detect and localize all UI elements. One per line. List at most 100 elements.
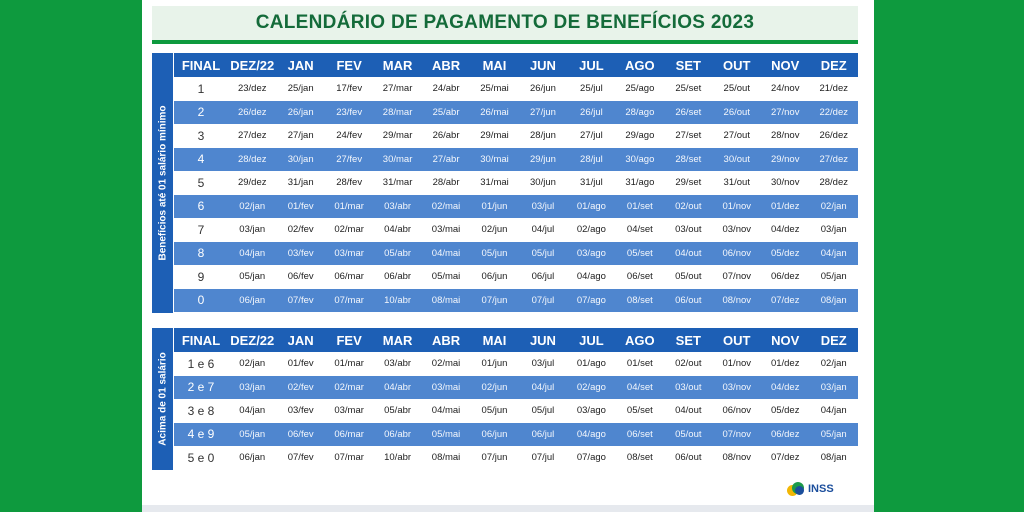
payment-date-cell: 04/abr <box>373 218 422 242</box>
payment-date-cell: 05/mai <box>421 265 471 289</box>
payment-date-cell: 28/mar <box>373 100 422 124</box>
payment-date-cell: 26/abr <box>421 124 471 148</box>
payment-date-cell: 04/out <box>664 241 713 265</box>
payment-date-cell: 03/jan <box>809 375 858 399</box>
payment-date-cell: 02/mai <box>421 352 471 376</box>
payment-date-cell: 04/dez <box>760 375 810 399</box>
payment-date-cell: 27/out <box>712 124 761 148</box>
column-header-month: MAR <box>373 53 422 77</box>
payment-date-cell: 06/set <box>615 265 665 289</box>
payment-date-cell: 06/jul <box>518 265 568 289</box>
payment-date-cell: 05/jun <box>470 241 519 265</box>
table-row: 5 29/dez 31/jan 28/fev 31/mar 28/abr 31/mai 30/… <box>174 171 858 195</box>
payment-date-cell: 02/jan <box>809 194 858 218</box>
side-label-bar: Acima de 01 salário <box>152 328 173 470</box>
payment-date-cell: 25/jul <box>567 77 616 101</box>
payment-date-cell: 03/nov <box>712 375 761 399</box>
payment-date-cell: 08/set <box>615 288 665 312</box>
payment-date-cell: 02/jan <box>228 352 277 376</box>
payment-table-high-income: FINAL DEZ/22 JAN FEV MAR ABR MAI JUN JUL AGO SET OU… <box>174 328 858 470</box>
side-label-bar: Benefícios até 01 salário mínimo <box>152 53 173 313</box>
column-header-month: OUT <box>712 328 761 352</box>
payment-date-cell: 26/mai <box>470 100 519 124</box>
table-header-row: FINAL DEZ/22 JAN FEV MAR ABR MAI JUN JUL AGO SET OU… <box>174 53 858 77</box>
payment-date-cell: 29/jun <box>518 147 568 171</box>
column-header-month: FEV <box>324 53 374 77</box>
payment-date-cell: 03/out <box>664 218 713 242</box>
payment-date-cell: 01/jun <box>470 194 519 218</box>
column-header-month: JUN <box>518 328 568 352</box>
payment-date-cell: 08/jan <box>809 288 858 312</box>
payment-date-cell: 01/set <box>615 194 665 218</box>
payment-date-cell: 31/out <box>712 171 761 195</box>
column-header-month: NOV <box>760 328 810 352</box>
payment-date-cell: 01/ago <box>567 352 616 376</box>
payment-date-cell: 04/mai <box>421 399 471 423</box>
payment-date-cell: 02/out <box>664 194 713 218</box>
payment-date-cell: 03/mar <box>324 241 374 265</box>
table-row: 5 e 0 06/jan 07/fev 07/mar 10/abr 08/mai 07/ju… <box>174 446 858 470</box>
table-low-income-block: Benefícios até 01 salário mínimo FINAL DE… <box>152 53 858 313</box>
payment-date-cell: 24/abr <box>421 77 471 101</box>
payment-date-cell: 05/dez <box>760 241 810 265</box>
table-row: 8 04/jan 03/fev 03/mar 05/abr 04/mai 05/jun 05/… <box>174 241 858 265</box>
payment-date-cell: 27/jul <box>567 124 616 148</box>
payment-date-cell: 29/ago <box>615 124 665 148</box>
payment-date-cell: 06/dez <box>760 265 810 289</box>
payment-date-cell: 06/jun <box>470 265 519 289</box>
payment-date-cell: 06/fev <box>276 422 325 446</box>
final-digit-cell: 2 <box>174 100 228 124</box>
payment-date-cell: 23/dez <box>228 77 277 101</box>
payment-date-cell: 04/jul <box>518 218 568 242</box>
payment-date-cell: 30/mar <box>373 147 422 171</box>
payment-date-cell: 07/jul <box>518 446 568 470</box>
payment-date-cell: 30/mai <box>470 147 519 171</box>
table-row: 9 05/jan 06/fev 06/mar 06/abr 05/mai 06/jun 06/… <box>174 265 858 289</box>
payment-date-cell: 01/fev <box>276 352 325 376</box>
payment-date-cell: 01/ago <box>567 194 616 218</box>
payment-date-cell: 03/ago <box>567 241 616 265</box>
payment-date-cell: 25/ago <box>615 77 665 101</box>
payment-date-cell: 28/fev <box>324 171 374 195</box>
payment-date-cell: 07/mar <box>324 446 374 470</box>
payment-date-cell: 01/nov <box>712 194 761 218</box>
column-header-month: MAI <box>470 53 519 77</box>
payment-date-cell: 28/jul <box>567 147 616 171</box>
payment-date-cell: 08/set <box>615 446 665 470</box>
payment-date-cell: 17/fev <box>324 77 374 101</box>
final-digit-cell: 9 <box>174 265 228 289</box>
column-header-month: NOV <box>760 53 810 77</box>
payment-date-cell: 06/dez <box>760 422 810 446</box>
payment-date-cell: 25/set <box>664 77 713 101</box>
payment-table-low-income: FINAL DEZ/22 JAN FEV MAR ABR MAI JUN JUL AGO SET OU… <box>174 53 858 312</box>
payment-date-cell: 06/jan <box>228 288 277 312</box>
column-header-month: ABR <box>421 53 471 77</box>
payment-date-cell: 31/jul <box>567 171 616 195</box>
payment-date-cell: 07/jun <box>470 446 519 470</box>
payment-date-cell: 06/fev <box>276 265 325 289</box>
payment-date-cell: 03/mai <box>421 218 471 242</box>
payment-date-cell: 26/jun <box>518 77 568 101</box>
payment-date-cell: 02/mai <box>421 194 471 218</box>
final-digit-cell: 6 <box>174 194 228 218</box>
payment-date-cell: 22/dez <box>809 100 858 124</box>
payment-date-cell: 04/out <box>664 399 713 423</box>
inss-logo: INSS <box>787 481 834 497</box>
final-digit-cell: 1 e 6 <box>174 352 228 376</box>
final-digit-cell: 4 <box>174 147 228 171</box>
payment-date-cell: 24/nov <box>760 77 810 101</box>
payment-date-cell: 23/fev <box>324 100 374 124</box>
payment-date-cell: 04/abr <box>373 375 422 399</box>
payment-date-cell: 06/nov <box>712 399 761 423</box>
payment-date-cell: 10/abr <box>373 446 422 470</box>
payment-date-cell: 01/mar <box>324 352 374 376</box>
table-row: 2 26/dez 26/jan 23/fev 28/mar 25/abr 26/mai 27/… <box>174 100 858 124</box>
payment-date-cell: 29/nov <box>760 147 810 171</box>
payment-date-cell: 01/fev <box>276 194 325 218</box>
payment-date-cell: 03/out <box>664 375 713 399</box>
payment-date-cell: 06/jul <box>518 422 568 446</box>
column-header-month: MAI <box>470 328 519 352</box>
payment-date-cell: 05/set <box>615 399 665 423</box>
final-digit-cell: 7 <box>174 218 228 242</box>
payment-date-cell: 06/out <box>664 288 713 312</box>
